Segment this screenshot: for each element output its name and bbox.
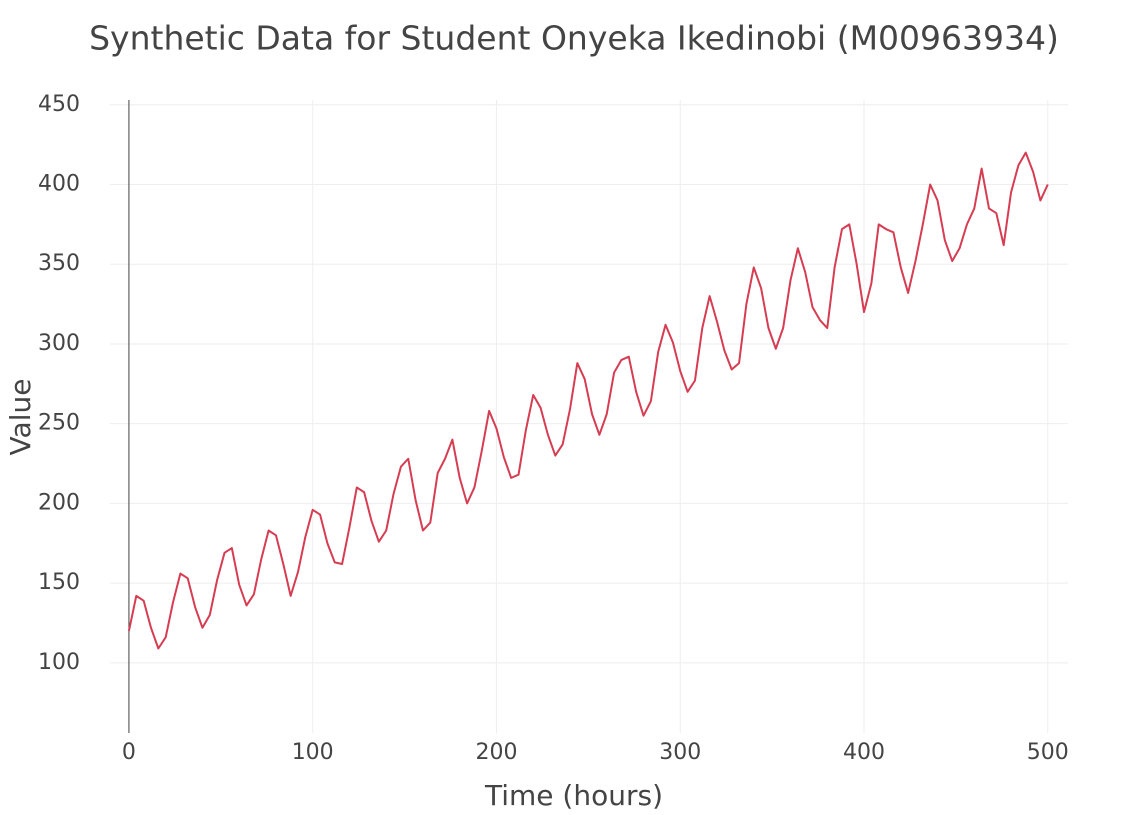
y-tick-label: 350 [38, 251, 80, 276]
x-tick-label: 500 [1027, 740, 1069, 765]
y-tick-label: 200 [38, 490, 80, 515]
x-tick-label: 200 [475, 740, 517, 765]
x-tick-label: 400 [843, 740, 885, 765]
x-axis-title: Time (hours) [484, 779, 663, 812]
x-tick-label: 300 [659, 740, 701, 765]
y-tick-label: 400 [38, 172, 80, 197]
line-series [127, 151, 1049, 650]
chart-title: Synthetic Data for Student Onyeka Ikedin… [89, 19, 1059, 58]
x-tick-label: 100 [292, 740, 334, 765]
y-axis-title: Value [4, 379, 37, 456]
x-tick-label: 0 [122, 740, 136, 765]
y-tick-label: 300 [38, 331, 80, 356]
y-tick-label: 250 [38, 411, 80, 436]
y-tick-label: 150 [38, 570, 80, 595]
y-tick-label: 100 [38, 650, 80, 675]
y-tick-label: 450 [38, 92, 80, 117]
